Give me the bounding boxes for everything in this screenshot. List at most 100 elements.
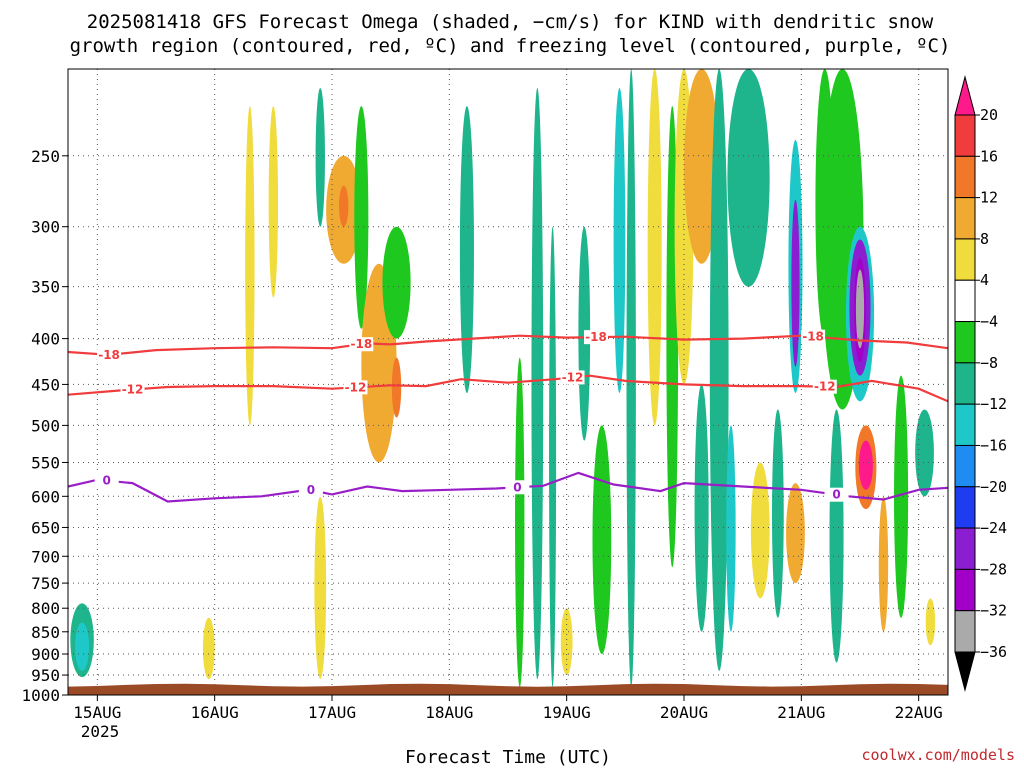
contour-label: -12 xyxy=(814,380,836,394)
omega-cell xyxy=(684,69,720,264)
y-tick-label: 300 xyxy=(31,218,60,237)
colorbar-segment xyxy=(954,279,976,323)
omega-cell xyxy=(727,69,770,287)
contour-label: -18 xyxy=(585,330,607,344)
y-tick-label: 650 xyxy=(31,518,60,537)
contour-lines: -18 -18 -18 -18 -12 -12 -12 -12 0 0 0 0 xyxy=(68,329,948,503)
y-tick-label: 850 xyxy=(31,623,60,642)
y-tick-label: 350 xyxy=(31,278,60,297)
title-line-2: growth region (contoured, red, ºC) and f… xyxy=(70,35,951,57)
x-axis: 15AUG 16AUG 17AUG 18AUG 19AUG 20AUG 21AUG 22AUG xyxy=(73,695,943,722)
ground-layer xyxy=(68,683,948,695)
x-tick-label: 20AUG xyxy=(660,703,708,722)
omega-cell xyxy=(772,409,784,618)
colorbar-segment xyxy=(954,155,976,199)
omega-cell xyxy=(858,440,873,490)
contour-label-bg xyxy=(812,379,837,394)
x-tick-label: 16AUG xyxy=(191,703,239,722)
omega-cell xyxy=(592,425,612,655)
colorbar-label: 12 xyxy=(980,189,998,207)
contour-label: -12 xyxy=(122,383,144,397)
y-axis: 250 300 350 400 450 500 550 600 650 700 750 800 850 9… xyxy=(21,147,68,705)
omega-cell xyxy=(750,462,770,599)
omega-cell xyxy=(925,598,936,646)
chart-title: 2025081418 GFS Forecast Omega (shaded, −… xyxy=(70,11,951,57)
y-tick-label: 800 xyxy=(31,599,60,618)
y-tick-label: 700 xyxy=(31,547,60,566)
contour-label: 0 xyxy=(307,483,315,497)
omega-cell xyxy=(647,69,662,426)
plot-frame xyxy=(67,68,949,696)
x-tick-label: 18AUG xyxy=(425,703,473,722)
omega-cell xyxy=(354,106,369,329)
contour-label-bg xyxy=(94,473,119,488)
contour-label-bg xyxy=(349,337,374,352)
y-tick-label: 750 xyxy=(31,574,60,593)
x-tick-label: 22AUG xyxy=(895,703,943,722)
colorbar: 20 16 12 8 4 −4 −8 −12 −16 −20 −24 −28 −32 −36 xyxy=(954,75,1007,692)
contour-label-bg xyxy=(298,483,323,498)
y-tick-label: 450 xyxy=(31,375,60,394)
colorbar-segment xyxy=(954,197,976,240)
x-tick-label: 17AUG xyxy=(308,703,356,722)
contour-label-bg xyxy=(120,382,145,397)
omega-cell xyxy=(791,199,800,367)
y-tick-label: 600 xyxy=(31,487,60,506)
colorbar-label: 8 xyxy=(980,230,989,248)
y-tick-label: 900 xyxy=(31,645,60,664)
colorbar-label: −20 xyxy=(980,478,1007,496)
contour-label: -18 xyxy=(98,348,120,362)
contour-label: 0 xyxy=(103,474,111,488)
y-tick-label: 1000 xyxy=(21,686,60,705)
contour-label: -12 xyxy=(562,370,584,384)
x-tick-sublabel-year: 2025 xyxy=(81,722,120,741)
colorbar-label: −32 xyxy=(980,602,1007,620)
omega-cell xyxy=(314,496,327,680)
omega-cell xyxy=(75,622,90,671)
title-line-1: 2025081418 GFS Forecast Omega (shaded, −… xyxy=(87,11,934,33)
colorbar-segment xyxy=(954,610,976,653)
contour-line xyxy=(68,471,948,503)
colorbar-label: 20 xyxy=(980,106,998,124)
colorbar-segment xyxy=(954,527,976,570)
colorbar-segment xyxy=(954,486,976,529)
omega-cell xyxy=(694,384,709,632)
omega-cell xyxy=(315,87,325,227)
omega-cell xyxy=(459,106,474,393)
omega-shading xyxy=(70,69,936,688)
omega-cell xyxy=(894,375,909,618)
contour-label-bg xyxy=(560,370,585,385)
colorbar-segment xyxy=(954,238,976,281)
grid-lines xyxy=(68,69,948,695)
colorbar-segment xyxy=(954,568,976,612)
omega-cell xyxy=(786,483,805,584)
contour-label: -12 xyxy=(345,380,367,394)
omega-cell xyxy=(202,617,215,680)
y-tick-label: 950 xyxy=(31,666,60,685)
y-tick-label: 250 xyxy=(31,147,60,166)
y-tick-label: 400 xyxy=(31,330,60,349)
contour-label-bg xyxy=(343,380,368,395)
contour-label-bg xyxy=(801,329,826,344)
colorbar-segment xyxy=(954,444,976,488)
colorbar-top-triangle xyxy=(954,75,976,116)
y-tick-label: 550 xyxy=(31,453,60,472)
omega-cell xyxy=(391,357,402,418)
colorbar-segment xyxy=(954,114,976,157)
omega-cell xyxy=(878,496,889,632)
x-tick-label: 21AUG xyxy=(777,703,825,722)
omega-cell xyxy=(549,226,557,688)
colorbar-label: −12 xyxy=(980,395,1007,413)
x-tick-label: 19AUG xyxy=(543,703,591,722)
omega-cell xyxy=(855,269,865,349)
colorbar-label: −28 xyxy=(980,560,1007,578)
colorbar-label: 16 xyxy=(980,147,998,165)
omega-cell xyxy=(515,357,525,688)
contour-label-bg xyxy=(505,480,530,495)
omega-cell xyxy=(829,409,844,663)
contour-label: -18 xyxy=(802,330,824,344)
omega-cell xyxy=(339,185,349,227)
contour-label-bg xyxy=(824,487,849,502)
omega-cell xyxy=(560,608,573,676)
contour-label-bg xyxy=(97,347,122,362)
